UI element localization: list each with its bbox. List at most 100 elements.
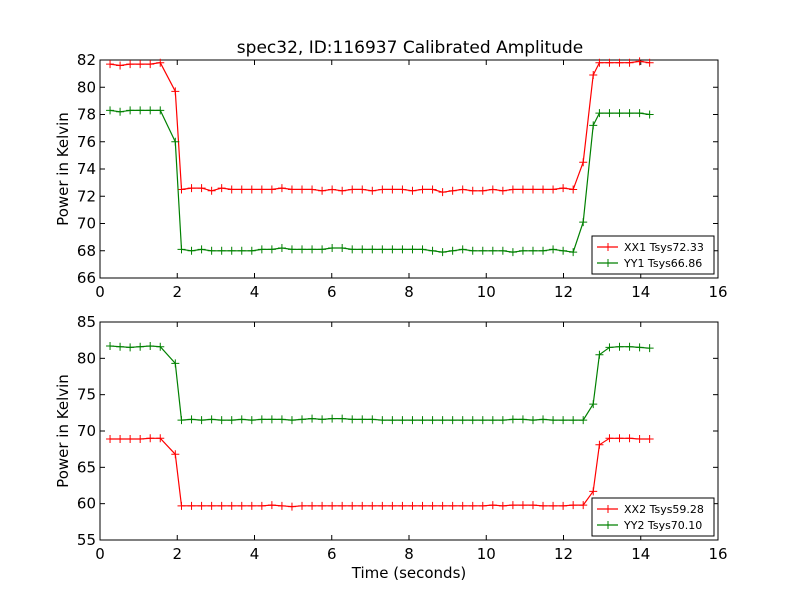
data-point: [318, 245, 327, 254]
data-point: [528, 246, 537, 255]
data-point: [237, 501, 246, 510]
data-point: [388, 416, 397, 425]
data-point: [227, 416, 236, 425]
data-point: [197, 184, 206, 193]
data-point: [171, 87, 180, 96]
data-point: [559, 246, 568, 255]
data-point: [106, 341, 115, 350]
data-point: [438, 188, 447, 197]
data-point: [277, 244, 286, 253]
data-point: [408, 245, 417, 254]
legend-marker: [604, 243, 612, 251]
data-point: [559, 416, 568, 425]
data-point: [468, 186, 477, 195]
data-point: [635, 109, 644, 118]
y-tick-label: 70: [77, 215, 96, 233]
data-point: [388, 245, 397, 254]
y-tick-label: 72: [77, 187, 96, 205]
data-point: [579, 158, 588, 167]
data-point: [488, 501, 497, 510]
data-point: [478, 501, 487, 510]
data-point: [458, 245, 467, 254]
data-point: [625, 109, 634, 118]
data-point: [308, 501, 317, 510]
data-point: [227, 246, 236, 255]
data-point: [308, 245, 317, 254]
data-point: [237, 415, 246, 424]
data-point: [348, 185, 357, 194]
data-point: [589, 400, 598, 409]
data-point: [569, 416, 578, 425]
data-point: [217, 501, 226, 510]
x-tick-label: 10: [477, 283, 496, 301]
x-tick-label: 16: [708, 545, 727, 563]
data-point: [528, 185, 537, 194]
data-point: [378, 245, 387, 254]
data-point: [298, 501, 307, 510]
y-tick-label: 80: [77, 78, 96, 96]
data-point: [277, 415, 286, 424]
data-point: [438, 416, 447, 425]
data-point: [116, 342, 125, 351]
data-point: [498, 186, 507, 195]
legend-marker: [604, 259, 612, 267]
data-point: [267, 415, 276, 424]
data-point: [635, 434, 644, 443]
data-point: [488, 185, 497, 194]
data-point: [116, 434, 125, 443]
data-point: [478, 416, 487, 425]
data-point: [569, 185, 578, 194]
data-point: [549, 185, 558, 194]
data-point: [458, 416, 467, 425]
data-point: [227, 501, 236, 510]
data-point: [358, 415, 367, 424]
data-point: [579, 416, 588, 425]
data-point: [136, 434, 145, 443]
y-tick-label: 55: [77, 531, 96, 549]
data-point: [267, 185, 276, 194]
data-point: [388, 185, 397, 194]
data-point: [428, 246, 437, 255]
data-point: [595, 58, 604, 67]
data-point: [207, 501, 216, 510]
data-point: [298, 245, 307, 254]
data-point: [136, 342, 145, 351]
data-point: [237, 185, 246, 194]
data-point: [645, 344, 654, 353]
data-point: [298, 185, 307, 194]
x-tick-label: 16: [708, 283, 727, 301]
data-point: [559, 501, 568, 510]
data-point: [549, 245, 558, 254]
x-tick-label: 12: [554, 545, 573, 563]
data-point: [539, 501, 548, 510]
data-point: [187, 246, 196, 255]
data-point: [508, 185, 517, 194]
data-point: [438, 248, 447, 257]
data-point: [615, 434, 624, 443]
data-point: [458, 501, 467, 510]
data-point: [589, 70, 598, 79]
data-point: [217, 184, 226, 193]
x-tick-label: 8: [404, 545, 414, 563]
data-point: [408, 186, 417, 195]
data-point: [171, 359, 180, 368]
y-tick-label: 80: [77, 349, 96, 367]
y-tick-label: 76: [77, 133, 96, 151]
data-point: [187, 501, 196, 510]
y-tick-label: 66: [77, 269, 96, 287]
data-point: [368, 501, 377, 510]
data-point: [106, 434, 115, 443]
data-point: [368, 415, 377, 424]
plot-panel-2: 0 2 4 6 8 10 12 14 16 55 60 65 70 75 80 85 Power in Kelv…: [54, 313, 728, 582]
data-point: [328, 414, 337, 423]
data-point: [418, 501, 427, 510]
data-point: [645, 434, 654, 443]
data-point: [408, 501, 417, 510]
data-point: [468, 501, 477, 510]
data-point: [318, 501, 327, 510]
data-point: [171, 450, 180, 459]
data-point: [518, 185, 527, 194]
x-tick-label: 4: [250, 283, 260, 301]
data-point: [348, 415, 357, 424]
